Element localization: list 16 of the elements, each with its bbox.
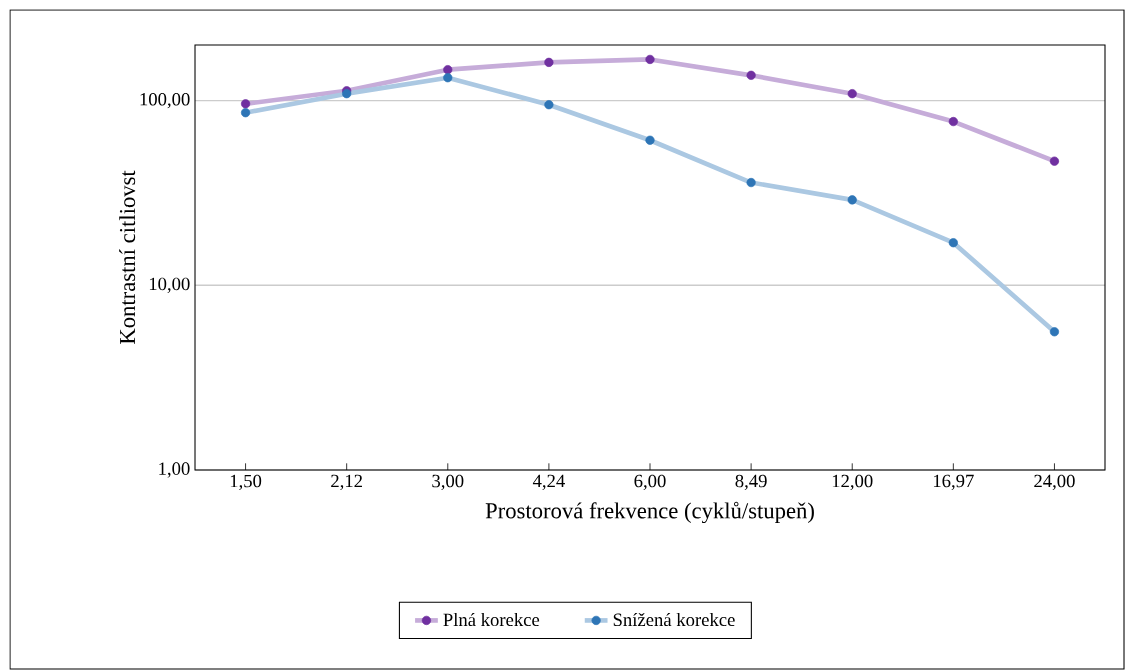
legend-label: Snížená korekce [613, 612, 735, 627]
x-tick-label: 1,50 [230, 474, 262, 490]
x-tick-label: 2,12 [331, 474, 362, 490]
x-tick-label: 3,00 [432, 474, 464, 490]
y-tick-label: 1,00 [159, 462, 190, 478]
x-tick-label: 12,00 [832, 474, 873, 490]
y-axis-title: Kontrastní citliovst [119, 170, 136, 345]
x-tick-label: 24,00 [1034, 474, 1075, 490]
x-tick-label: 4,24 [532, 474, 565, 490]
x-axis-title: Prostorová frekvence (cyklů/stupeň) [485, 501, 814, 524]
legend-label: Plná korekce [443, 612, 540, 627]
x-tick-label: 6,00 [634, 474, 666, 490]
y-tick-label: 100,00 [140, 92, 190, 109]
x-tick-label: 8,49 [735, 474, 767, 490]
x-tick-label: 16,97 [933, 474, 974, 490]
y-tick-label: 10,00 [149, 277, 190, 293]
